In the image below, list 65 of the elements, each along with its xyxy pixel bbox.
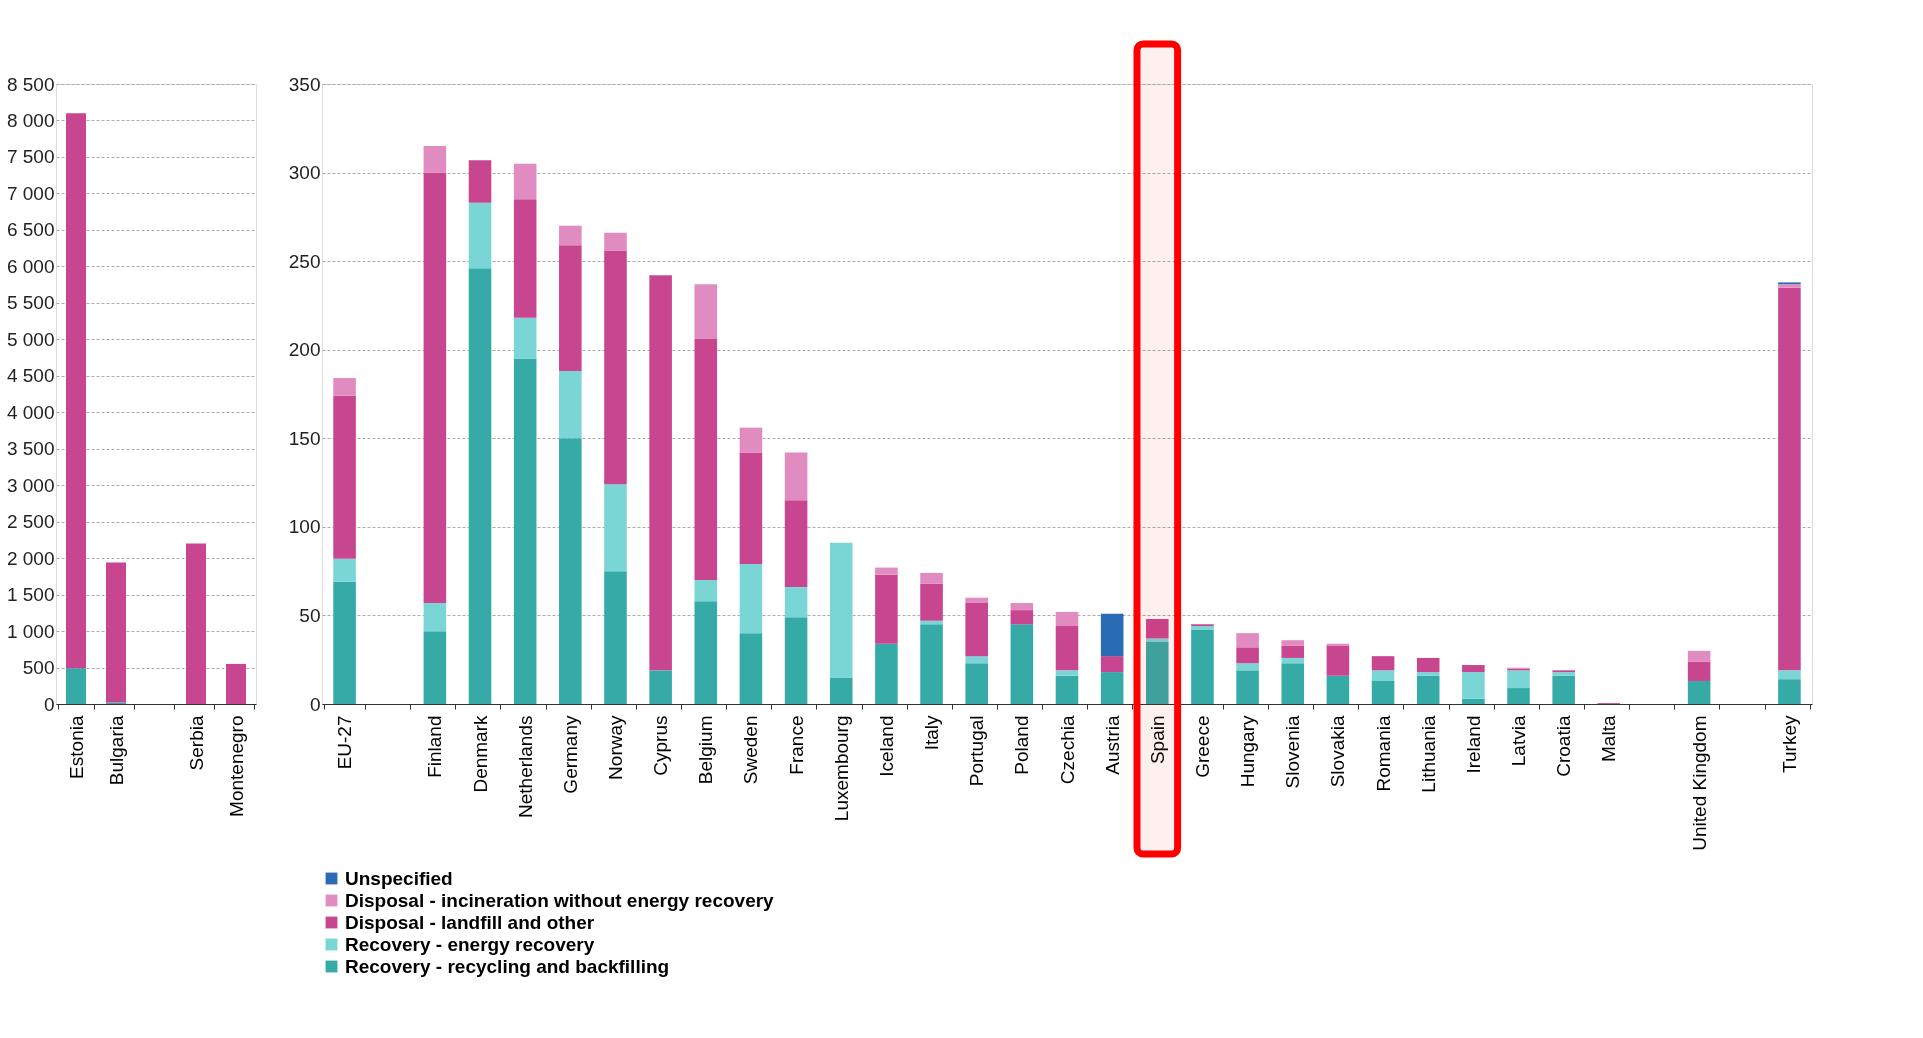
- x-tick-label: Iceland: [875, 715, 897, 777]
- x-tick-label: Austria: [1101, 715, 1123, 775]
- y-tick-label: 5 000: [6, 328, 55, 350]
- x-tick-label: Slovakia: [1327, 715, 1349, 788]
- y-tick-label: 8 500: [6, 73, 55, 95]
- x-tick-label: United Kingdom: [1688, 715, 1710, 851]
- legend-label: Unspecified: [345, 867, 453, 889]
- x-tick-label: Belgium: [695, 715, 717, 785]
- y-tick-label: 5 500: [6, 292, 55, 314]
- x-tick-label: Romania: [1372, 715, 1394, 792]
- x-tick-label: Denmark: [469, 715, 491, 793]
- legend-label: Disposal - landfill and other: [345, 911, 595, 933]
- legend-label: Recovery - recycling and backfilling: [345, 955, 670, 977]
- x-tick-label: Norway: [604, 715, 626, 780]
- y-tick-label: 4 000: [6, 401, 55, 423]
- y-tick-label: 7 000: [6, 182, 55, 204]
- y-tick-label: 250: [288, 250, 321, 272]
- x-tick-label: Turkey: [1778, 715, 1800, 773]
- y-tick-label: 6 500: [6, 219, 55, 241]
- y-tick-label: 200: [288, 339, 321, 361]
- y-tick-label: 300: [288, 162, 321, 184]
- y-tick-label: 3 000: [6, 474, 55, 496]
- y-tick-label: 150: [288, 427, 321, 449]
- y-tick-label: 0: [43, 693, 55, 715]
- x-tick-label: Ireland: [1462, 715, 1484, 774]
- x-tick-label: Greece: [1191, 715, 1213, 778]
- x-tick-label: Luxembourg: [830, 715, 852, 822]
- y-tick-label: 6 000: [6, 255, 55, 277]
- x-tick-label: Malta: [1598, 715, 1620, 762]
- x-tick-label: Germany: [559, 715, 581, 794]
- x-tick-label: Montenegro: [225, 715, 247, 817]
- x-tick-label: Latvia: [1508, 715, 1530, 767]
- x-tick-label: Bulgaria: [105, 715, 127, 786]
- x-tick-label: Estonia: [65, 715, 87, 779]
- y-tick-label: 4 500: [6, 365, 55, 387]
- x-tick-label: Spain: [1146, 715, 1168, 765]
- legend-label: Recovery - energy recovery: [345, 933, 595, 955]
- x-tick-label: France: [785, 715, 807, 775]
- x-tick-label: EU-27: [334, 715, 356, 770]
- legend-label: Disposal - incineration without energy recovery: [345, 889, 775, 911]
- y-tick-label: 500: [22, 657, 55, 679]
- x-tick-label: Czechia: [1056, 715, 1078, 785]
- y-tick-label: 1 500: [6, 584, 55, 606]
- x-tick-label: Portugal: [966, 715, 988, 787]
- y-tick-label: 350: [288, 73, 321, 95]
- x-tick-label: Serbia: [185, 715, 207, 771]
- y-tick-label: 1 000: [6, 620, 55, 642]
- y-tick-label: 50: [299, 604, 321, 626]
- x-tick-label: Italy: [921, 715, 943, 751]
- x-tick-label: Netherlands: [514, 715, 536, 818]
- y-tick-label: 7 500: [6, 146, 55, 168]
- x-tick-label: Hungary: [1237, 715, 1259, 788]
- y-tick-label: 8 000: [6, 109, 55, 131]
- y-tick-label: 2 000: [6, 547, 55, 569]
- y-tick-label: 100: [288, 516, 321, 538]
- x-tick-label: Croatia: [1553, 715, 1575, 777]
- x-tick-label: Poland: [1011, 715, 1033, 775]
- y-tick-label: 2 500: [6, 511, 55, 533]
- x-tick-label: Cyprus: [650, 715, 672, 776]
- y-tick-label: 3 500: [6, 438, 55, 460]
- y-tick-label: 0: [309, 693, 321, 715]
- x-tick-label: Lithuania: [1417, 715, 1439, 793]
- x-tick-label: Slovenia: [1282, 715, 1304, 789]
- x-tick-label: Sweden: [740, 715, 762, 785]
- x-tick-label: Finland: [424, 715, 446, 778]
